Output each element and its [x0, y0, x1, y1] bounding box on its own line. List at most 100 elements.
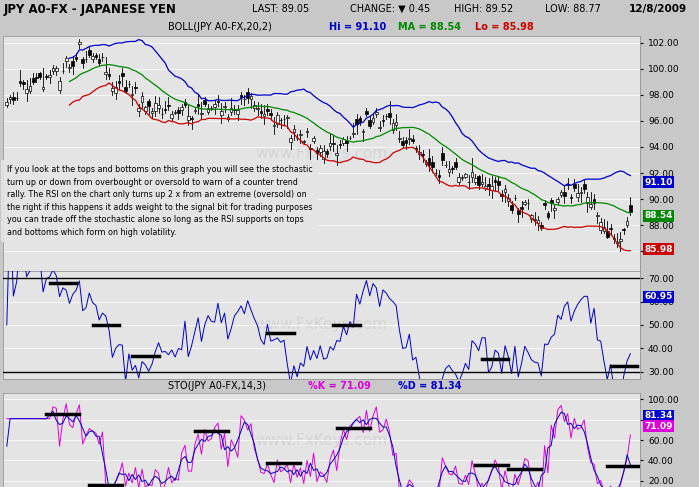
Bar: [563, 192, 565, 196]
Text: 85.98: 85.98: [644, 244, 673, 254]
Bar: [240, 94, 243, 97]
Bar: [292, 129, 295, 131]
Text: www.FxKeys.com: www.FxKeys.com: [256, 318, 388, 333]
Bar: [140, 96, 143, 102]
Text: MA = 88.54: MA = 88.54: [398, 22, 465, 32]
Bar: [553, 208, 556, 210]
Bar: [101, 56, 103, 57]
Text: JPY A0-FX - JAPANESE YEN: JPY A0-FX - JAPANESE YEN: [3, 2, 176, 16]
Text: STO(JPY A0-FX,14,3): STO(JPY A0-FX,14,3): [168, 381, 269, 391]
Bar: [336, 153, 338, 155]
Text: 91.10: 91.10: [644, 178, 673, 187]
Bar: [345, 141, 348, 143]
Bar: [85, 58, 87, 59]
Bar: [612, 238, 615, 239]
Bar: [197, 104, 199, 106]
Bar: [45, 76, 48, 77]
Bar: [309, 148, 312, 149]
Bar: [266, 110, 269, 111]
Bar: [332, 143, 335, 144]
Bar: [269, 113, 272, 114]
Bar: [203, 100, 206, 104]
Bar: [289, 138, 292, 142]
Bar: [19, 81, 21, 83]
Bar: [438, 175, 440, 177]
Bar: [579, 192, 582, 193]
Bar: [88, 50, 91, 55]
Bar: [286, 117, 289, 118]
Bar: [507, 198, 510, 201]
Bar: [405, 140, 408, 143]
Bar: [481, 182, 483, 184]
Bar: [421, 153, 424, 155]
Bar: [115, 87, 117, 94]
Text: Hi = 91.10: Hi = 91.10: [329, 22, 389, 32]
Bar: [576, 193, 579, 197]
Text: Lo = 85.98: Lo = 85.98: [475, 22, 534, 32]
Bar: [431, 162, 434, 167]
Bar: [623, 229, 625, 230]
Bar: [411, 139, 414, 141]
Bar: [543, 203, 546, 205]
Bar: [619, 239, 622, 241]
Text: www.FxKeys.com: www.FxKeys.com: [256, 146, 388, 161]
Bar: [586, 197, 589, 203]
Bar: [276, 115, 279, 124]
Bar: [48, 75, 51, 77]
Bar: [121, 73, 124, 76]
Bar: [603, 227, 605, 231]
Bar: [610, 227, 612, 229]
Bar: [484, 186, 487, 188]
Bar: [504, 189, 506, 191]
Text: %K = 71.09: %K = 71.09: [308, 381, 374, 391]
Bar: [583, 185, 586, 188]
Text: CHANGE: ▼ 0.45: CHANGE: ▼ 0.45: [350, 4, 430, 14]
Bar: [207, 109, 210, 112]
Bar: [540, 225, 542, 228]
Bar: [454, 162, 457, 167]
Bar: [187, 116, 189, 120]
Bar: [339, 144, 341, 145]
Bar: [151, 111, 153, 112]
Bar: [230, 108, 233, 112]
Bar: [566, 184, 569, 186]
Bar: [547, 213, 549, 217]
Bar: [144, 107, 147, 111]
Text: HIGH: 89.52: HIGH: 89.52: [454, 4, 514, 14]
Bar: [401, 141, 404, 145]
Bar: [220, 111, 222, 115]
Bar: [573, 185, 575, 188]
Bar: [29, 87, 31, 91]
Bar: [177, 110, 180, 113]
Bar: [520, 206, 523, 208]
Bar: [273, 125, 275, 126]
Bar: [250, 96, 252, 99]
Bar: [52, 68, 55, 72]
Bar: [533, 219, 536, 220]
Bar: [560, 192, 563, 195]
Bar: [606, 231, 609, 237]
Bar: [167, 105, 170, 106]
Bar: [253, 105, 256, 108]
Bar: [190, 118, 193, 119]
Bar: [599, 222, 602, 230]
Bar: [217, 101, 219, 102]
Bar: [138, 108, 140, 111]
Bar: [418, 152, 421, 154]
Bar: [157, 105, 160, 108]
Bar: [94, 55, 97, 57]
Bar: [447, 169, 450, 172]
Bar: [593, 199, 596, 204]
Text: www.FxKeys.com: www.FxKeys.com: [256, 432, 388, 448]
Bar: [81, 59, 84, 63]
Bar: [570, 197, 572, 198]
Bar: [164, 109, 166, 110]
Bar: [326, 150, 328, 154]
Bar: [161, 113, 163, 114]
Bar: [75, 57, 78, 59]
Text: LOW: 88.77: LOW: 88.77: [545, 4, 601, 14]
Bar: [368, 120, 371, 126]
Bar: [629, 205, 632, 212]
Bar: [131, 94, 134, 95]
Text: 88.54: 88.54: [644, 211, 673, 220]
